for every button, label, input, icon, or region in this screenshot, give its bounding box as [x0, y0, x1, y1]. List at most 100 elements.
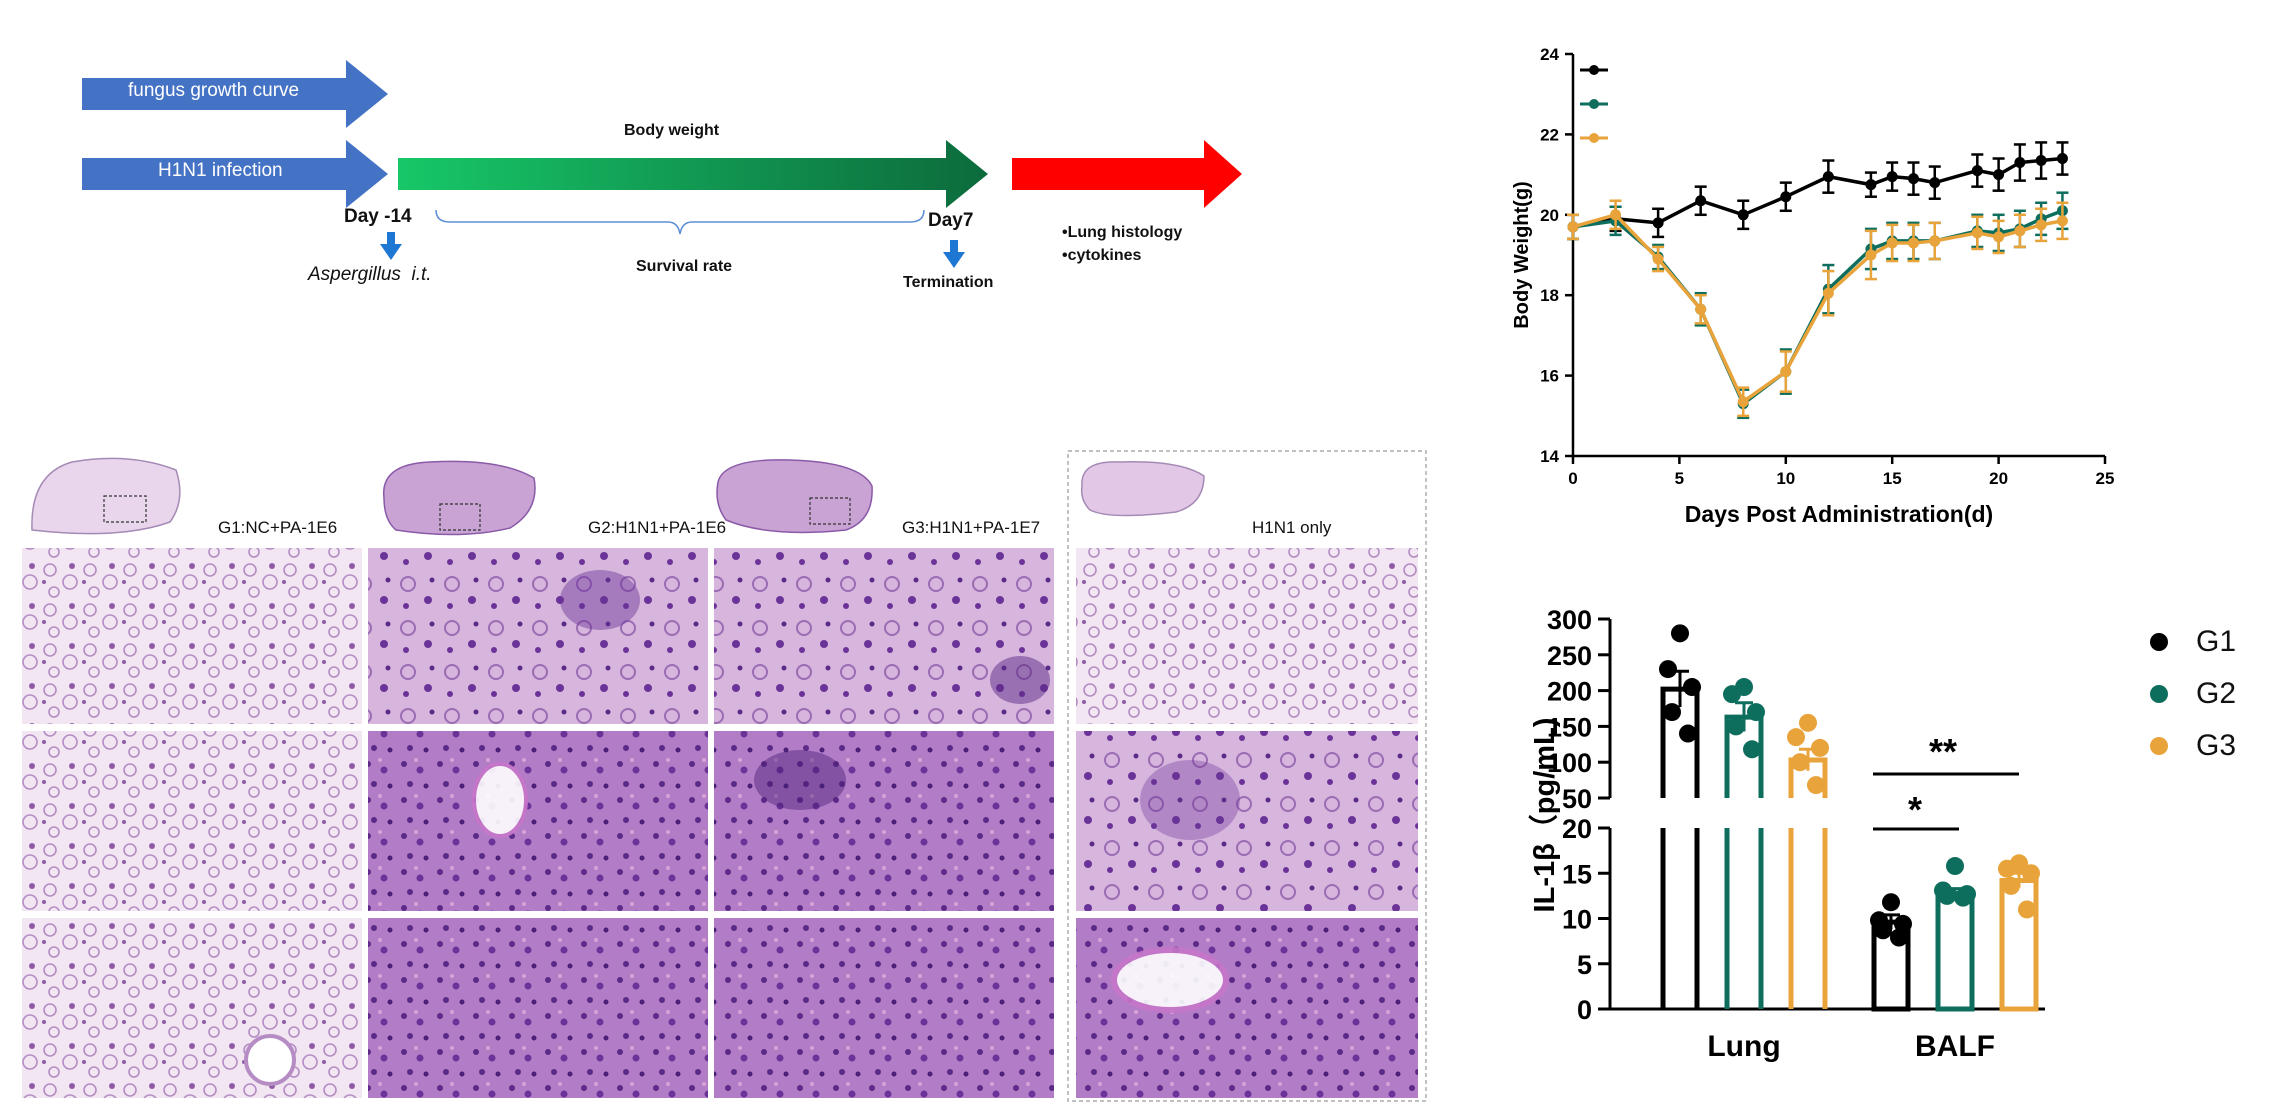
bw-data-point — [1780, 366, 1792, 378]
il-data-point — [1894, 914, 1912, 933]
bw-data-point — [2056, 205, 2068, 217]
bw-y-tick-label: 24 — [1540, 45, 1559, 64]
bw-series-line — [1572, 209, 2064, 407]
il-y-tick-label: 50 — [1562, 784, 1592, 814]
il-data-point — [1934, 881, 1952, 900]
il-y-tick-label: 15 — [1562, 859, 1592, 889]
body-weight-label: Body weight — [624, 122, 720, 139]
bw-data-point — [1737, 398, 1749, 410]
il-bar — [1788, 757, 1828, 798]
il-category-label: Lung — [1707, 1030, 1780, 1063]
bw-data-point — [2035, 155, 2047, 167]
outcome-arrow — [1012, 140, 1242, 208]
bw-data-point — [1865, 179, 1877, 191]
bw-x-tick-label: 25 — [2096, 469, 2115, 488]
il-bar — [1660, 686, 1700, 798]
overview-thumbnail-g1 — [31, 457, 181, 535]
body-weight-arrow — [398, 140, 988, 208]
il-y-tick-label: 0 — [1577, 995, 1592, 1025]
il-data-point — [1743, 740, 1761, 759]
fungus-growth-arrow — [82, 60, 388, 128]
histo-h1n1-mid — [1076, 731, 1418, 911]
bw-legend-marker — [1589, 65, 1599, 75]
il-bar — [1999, 877, 2039, 1012]
legend-g3: G3 — [2150, 729, 2236, 763]
bw-x-tick-label: 0 — [1568, 469, 1577, 488]
bw-y-tick-label: 22 — [1540, 125, 1559, 144]
label-g2: G2:H1N1+PA-1E6 — [588, 518, 727, 537]
il-data-point — [2022, 864, 2040, 883]
bw-data-point — [1907, 173, 1919, 185]
bw-data-point — [1737, 396, 1749, 408]
il-data-point — [2018, 900, 2036, 919]
il-data-point — [1747, 703, 1765, 722]
label-g1: G1:NC+PA-1E6 — [218, 518, 338, 537]
study-timeline — [82, 60, 1242, 268]
bw-x-tick-label: 10 — [1776, 469, 1795, 488]
il-data-point — [1735, 678, 1753, 697]
bw-data-point — [2014, 157, 2026, 169]
il-bar — [1935, 891, 1975, 1012]
bw-x-tick-label: 5 — [1675, 469, 1684, 488]
il-y-tick-label: 250 — [1547, 641, 1592, 671]
legend-g1-marker — [2150, 633, 2168, 651]
bw-data-point — [1865, 249, 1877, 261]
survival-brace — [435, 209, 925, 235]
bw-data-point — [2056, 153, 2068, 165]
bw-data-point — [1971, 225, 1983, 237]
il-data-point — [1938, 886, 1956, 905]
bw-data-point — [2035, 213, 2047, 225]
bw-y-tick-label: 16 — [1540, 367, 1559, 386]
h1n1-only-frame — [1067, 450, 1427, 1102]
il-data-point — [1659, 660, 1677, 679]
il-data-point — [1954, 888, 1972, 907]
bw-data-point — [1695, 195, 1707, 207]
il-data-point — [1787, 728, 1805, 747]
bw-data-point — [1822, 283, 1834, 295]
bw-data-point — [1929, 177, 1941, 189]
il-data-point — [1671, 624, 1689, 643]
il-data-point — [1874, 921, 1892, 940]
day-start-marker-icon — [380, 232, 402, 260]
h1n1-infection-arrow — [82, 140, 388, 208]
bw-x-tick-label: 15 — [1883, 469, 1902, 488]
histo-h1n1-high — [1076, 918, 1418, 1098]
il-data-point — [1998, 859, 2016, 878]
bw-data-point — [1971, 165, 1983, 177]
il-significance-label: ** — [1929, 731, 1957, 772]
bw-data-point — [1652, 253, 1664, 265]
il-bar — [1871, 919, 1911, 1012]
bw-data-point — [1865, 243, 1877, 255]
bw-data-point — [1886, 171, 1898, 183]
il-data-point — [1882, 893, 1900, 912]
il-data-point — [1723, 685, 1741, 704]
il-data-point — [1683, 678, 1701, 697]
il-data-point — [1946, 857, 1964, 876]
bw-x-axis-title: Days Post Administration(d) — [1685, 501, 1993, 527]
outcome-cytokines: •cytokines — [1062, 247, 1142, 264]
overview-thumbnail-h1n1 — [1080, 461, 1205, 517]
il-y-tick-label: 200 — [1547, 677, 1592, 707]
il-y-tick-label: 10 — [1562, 905, 1592, 935]
bw-data-point — [1971, 227, 1983, 239]
bw-data-point — [1993, 227, 2005, 239]
bw-data-point — [1567, 221, 1579, 233]
il-y-tick-label: 300 — [1547, 605, 1592, 635]
bw-y-tick-label: 18 — [1540, 286, 1559, 305]
bw-data-point — [1886, 235, 1898, 247]
legend-g1: G1 — [2150, 625, 2236, 659]
bw-data-point — [1993, 231, 2005, 243]
il-y-tick-label: 100 — [1547, 748, 1592, 778]
outcome-lung-histology: •Lung histology — [1062, 224, 1183, 241]
fungus-arrow-label: fungus growth curve — [128, 80, 300, 101]
il-data-point — [1663, 703, 1681, 722]
histo-g2-low — [368, 548, 708, 724]
bw-data-point — [1907, 235, 1919, 247]
bw-data-point — [1567, 221, 1579, 233]
bw-data-point — [1822, 171, 1834, 183]
histo-g1-low — [22, 548, 362, 724]
bw-data-point — [1780, 366, 1792, 378]
overview-thumbnail-g2 — [383, 460, 536, 536]
il-data-point — [1791, 753, 1809, 772]
bw-data-point — [1737, 209, 1749, 221]
